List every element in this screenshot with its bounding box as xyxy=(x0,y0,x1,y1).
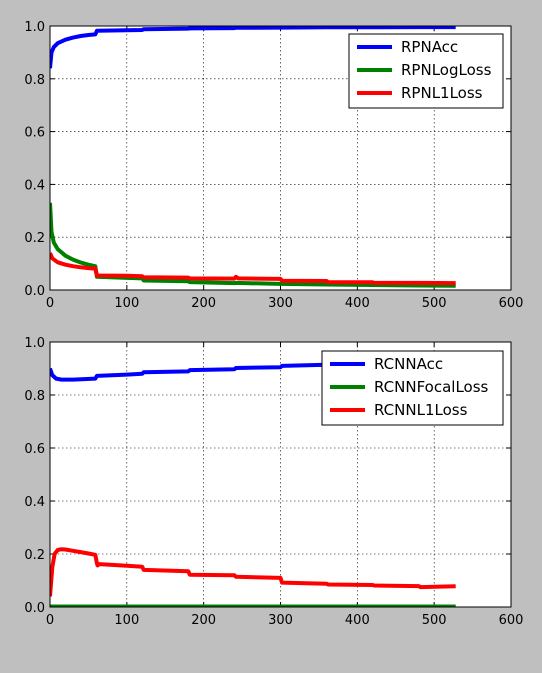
x-tick-label: 400 xyxy=(345,613,370,628)
x-tick-label: 300 xyxy=(268,613,293,628)
y-tick-label: 0.6 xyxy=(24,126,45,141)
legend: RCNNAcc RCNNFocalLoss RCNNL1Loss xyxy=(321,350,504,426)
legend-label: RPNAcc xyxy=(401,38,458,56)
x-tick-label: 500 xyxy=(422,613,447,628)
x-tick-label: 600 xyxy=(499,296,524,311)
legend-label: RCNNAcc xyxy=(374,355,443,373)
legend-label: RPNL1Loss xyxy=(401,84,483,102)
y-tick-label: 1.0 xyxy=(24,20,45,35)
y-tick-label: 0.2 xyxy=(24,548,45,563)
legend-label: RPNLogLoss xyxy=(401,61,492,79)
legend-label: RCNNL1Loss xyxy=(374,401,468,419)
y-tick-label: 1.0 xyxy=(24,336,45,351)
series-line-RPNAcc xyxy=(50,26,456,69)
x-tick-label: 500 xyxy=(422,296,447,311)
y-tick-label: 0.8 xyxy=(24,389,45,404)
y-tick-label: 0.2 xyxy=(24,231,45,246)
x-tick-label: 100 xyxy=(114,296,139,311)
x-tick-label: 300 xyxy=(268,296,293,311)
x-tick-label: 0 xyxy=(46,296,54,311)
chart-1: 0 100 200 300 400 500 600 0.0 0.2 0.4 0.6 0.8 1.0 RPN… xyxy=(24,20,523,311)
y-tick-label: 0.0 xyxy=(24,284,45,299)
series-line-RPNLogLoss xyxy=(50,202,456,288)
y-tick-label: 0.8 xyxy=(24,73,45,88)
plot-frame xyxy=(49,341,512,608)
legend-label: RCNNFocalLoss xyxy=(374,378,489,396)
x-tick-label: 200 xyxy=(191,296,216,311)
y-tick-label: 0.4 xyxy=(24,178,45,193)
legend: RPNAcc RPNLogLoss RPNL1Loss xyxy=(348,33,504,109)
series-line-RPNL1Loss xyxy=(50,252,456,286)
x-tick-label: 200 xyxy=(191,613,216,628)
chart-2: 0 100 200 300 400 500 600 0.0 0.2 0.4 0.6 0.8 1.0 RCN… xyxy=(24,336,523,628)
x-tick-label: 0 xyxy=(46,613,54,628)
series-line-RCNNL1Loss xyxy=(50,547,456,597)
x-tick-label: 400 xyxy=(345,296,370,311)
plot-frame xyxy=(49,25,512,291)
y-tick-label: 0.6 xyxy=(24,442,45,457)
y-tick-label: 0.4 xyxy=(24,495,45,510)
x-tick-label: 100 xyxy=(114,613,139,628)
x-tick-label: 600 xyxy=(499,613,524,628)
y-tick-label: 0.0 xyxy=(24,601,45,616)
